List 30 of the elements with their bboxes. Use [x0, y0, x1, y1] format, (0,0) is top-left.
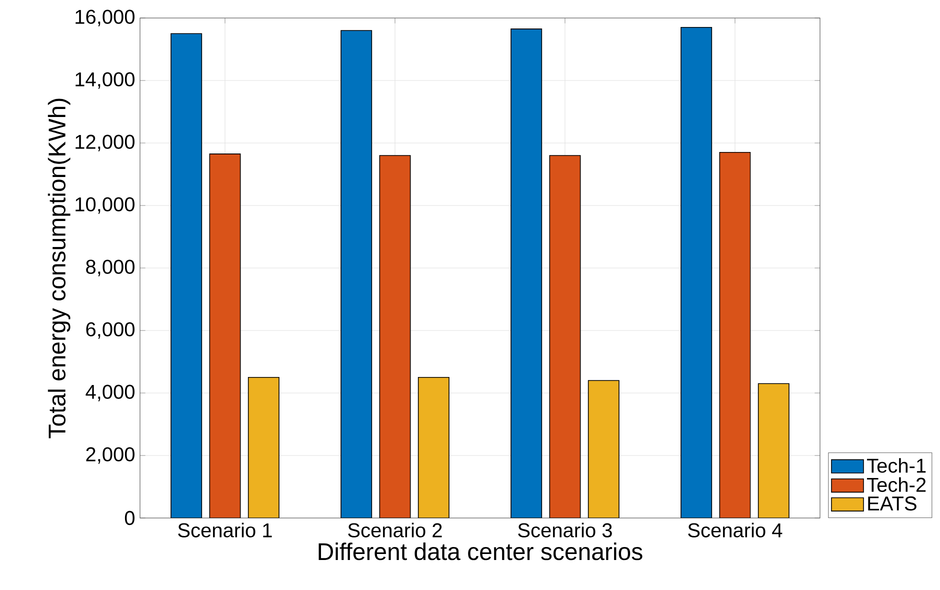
bar: [379, 155, 411, 518]
legend-label: EATS: [868, 496, 916, 511]
bar: [588, 380, 620, 518]
bar: [510, 28, 542, 518]
bar: [248, 376, 280, 518]
x-tick-label: Scenario 1: [178, 522, 272, 538]
y-tick-label: 6,000: [86, 322, 134, 339]
bar: [418, 376, 450, 518]
y-tick-label: 10,000: [76, 197, 134, 214]
x-tick-label: Scenario 4: [688, 522, 782, 538]
bar: [758, 383, 790, 518]
y-tick-label: 4,000: [86, 384, 134, 402]
x-axis-title: Different data center scenarios: [318, 542, 642, 560]
y-tick-label: 2,000: [86, 447, 134, 464]
bar: [719, 152, 751, 518]
bar: [549, 155, 581, 518]
y-tick-label: 8,000: [86, 260, 134, 276]
bar: [170, 33, 202, 518]
bar: [680, 26, 712, 518]
bar: [340, 30, 372, 518]
y-tick-label: 12,000: [76, 134, 134, 152]
legend-label: Tech-1: [866, 458, 926, 473]
x-tick-label: Scenario 2: [348, 522, 442, 538]
x-tick-label: Scenario 3: [518, 522, 612, 538]
y-tick-label: 14,000: [76, 72, 134, 89]
y-tick-label: 16,000: [76, 10, 134, 26]
y-tick-label: 0: [124, 510, 134, 526]
y-axis-title: Total energy consumption(KWh): [48, 98, 70, 438]
legend-label: Tech-2: [866, 477, 926, 492]
bar: [209, 154, 241, 518]
